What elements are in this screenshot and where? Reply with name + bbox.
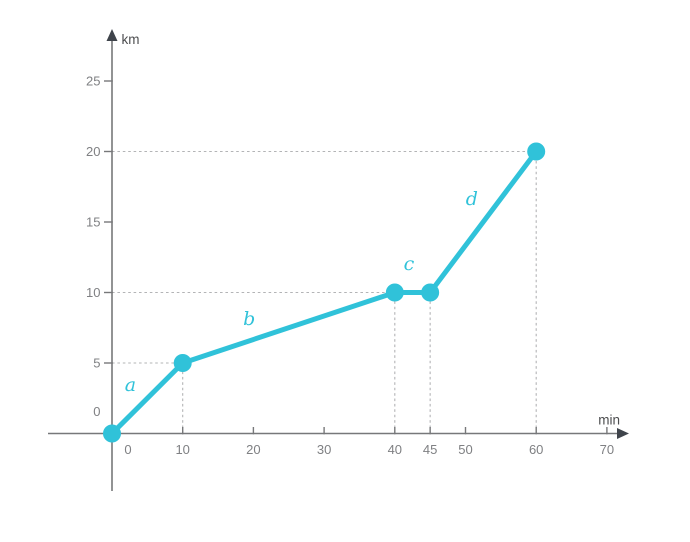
data-point-40-10 bbox=[385, 283, 404, 302]
y-tick-label-10: 10 bbox=[86, 285, 100, 300]
x-tick-label-20: 20 bbox=[246, 442, 260, 457]
x-tick-label-40: 40 bbox=[388, 442, 402, 457]
y-axis-unit-label: km bbox=[122, 32, 140, 47]
segment-label-d: d bbox=[466, 188, 478, 210]
data-point-10-5 bbox=[173, 354, 192, 372]
data-point-60-20 bbox=[527, 142, 546, 161]
x-axis-unit-label: min bbox=[598, 413, 620, 428]
y-tick-label-5: 5 bbox=[93, 356, 100, 371]
x-tick-label-60: 60 bbox=[529, 442, 543, 457]
x-tick-label-70: 70 bbox=[600, 442, 614, 457]
x-tick-label-0: 0 bbox=[124, 442, 131, 457]
x-axis-arrow-icon bbox=[617, 428, 629, 439]
y-tick-label-25: 25 bbox=[86, 74, 100, 89]
x-tick-label-30: 30 bbox=[317, 442, 331, 457]
x-tick-label-10: 10 bbox=[175, 442, 189, 457]
y-axis-arrow-icon bbox=[106, 29, 118, 41]
y-tick-label-15: 15 bbox=[86, 215, 100, 230]
data-point-45-10 bbox=[421, 283, 440, 302]
data-point-0-0 bbox=[103, 424, 121, 443]
x-tick-label-50: 50 bbox=[458, 442, 472, 457]
y-tick-label-20: 20 bbox=[86, 144, 100, 159]
segment-label-a: a bbox=[125, 374, 136, 396]
segment-label-c: c bbox=[404, 253, 415, 275]
y-tick-label-0: 0 bbox=[93, 404, 100, 419]
segment-label-b: b bbox=[243, 308, 255, 330]
x-tick-label-45: 45 bbox=[423, 442, 437, 457]
